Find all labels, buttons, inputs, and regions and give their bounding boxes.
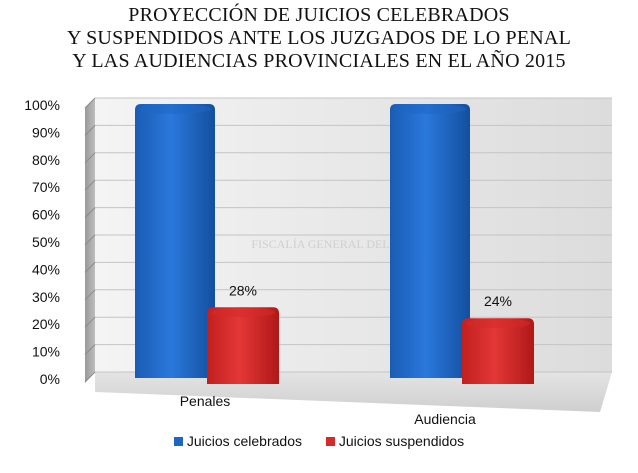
legend-swatch-celebrados <box>173 437 183 447</box>
gridline-side <box>84 207 96 218</box>
y-tick-label: 20% <box>32 316 60 332</box>
data-label: 28% <box>229 282 257 298</box>
plot-area: 0%10%20%30%40%50%60%70%80%90%100%FISCALÍ… <box>24 97 612 427</box>
gridline-side <box>84 152 96 164</box>
bar-cap <box>211 307 275 318</box>
gridline-side <box>84 234 96 246</box>
chart-title-line-2: Y SUSPENDIDOS ANTE LOS JUZGADOS DE LO PE… <box>67 27 571 49</box>
gridline-side <box>84 289 96 301</box>
y-tick-label: 70% <box>32 179 60 195</box>
x-category-label: Penales <box>180 393 231 409</box>
y-tick-label: 60% <box>32 207 60 223</box>
y-tick-label: 40% <box>32 261 60 277</box>
legend-swatch-suspendidos <box>325 437 335 447</box>
bar-juicios-celebrados-audiencia <box>390 104 470 378</box>
gridline-side <box>84 179 96 191</box>
y-tick-label: 100% <box>24 97 60 113</box>
bar-juicios-suspendidos-audiencia <box>462 318 534 384</box>
gridline-side <box>84 97 96 109</box>
chart-title-line-1: PROYECCIÓN DE JUICIOS CELEBRADOS <box>128 4 510 26</box>
data-label: 24% <box>484 293 512 309</box>
x-category-label: Audiencia <box>414 411 476 427</box>
bar-cap <box>139 104 211 114</box>
gridline-side <box>84 316 96 328</box>
gridline-side <box>84 125 96 136</box>
bar-cap <box>466 318 530 329</box>
legend-label-suspendidos: Juicios suspendidos <box>338 433 465 450</box>
bar-juicios-suspendidos-penales <box>207 307 279 384</box>
chart-title: PROYECCIÓN DE JUICIOS CELEBRADOS Y SUSPE… <box>0 4 638 73</box>
y-tick-label: 10% <box>32 344 60 360</box>
bar-cap <box>394 104 466 114</box>
gridline-side <box>84 344 96 355</box>
legend-label-celebrados: Juicios celebrados <box>186 433 302 450</box>
gridline-side <box>84 371 96 383</box>
bar-juicios-celebrados-penales <box>135 104 215 378</box>
gridline-side <box>84 262 96 273</box>
y-tick-label: 0% <box>40 371 60 387</box>
legend-item-celebrados: Juicios celebrados <box>173 433 302 450</box>
legend: Juicios celebrados Juicios suspendidos <box>0 432 638 449</box>
legend-item-suspendidos: Juicios suspendidos <box>325 433 465 450</box>
chart-title-line-3: Y LAS AUDIENCIAS PROVINCIALES EN EL AÑO … <box>72 50 566 72</box>
y-tick-label: 90% <box>32 124 60 140</box>
y-tick-label: 50% <box>32 234 60 250</box>
y-tick-label: 30% <box>32 289 60 305</box>
y-tick-label: 80% <box>32 152 60 168</box>
